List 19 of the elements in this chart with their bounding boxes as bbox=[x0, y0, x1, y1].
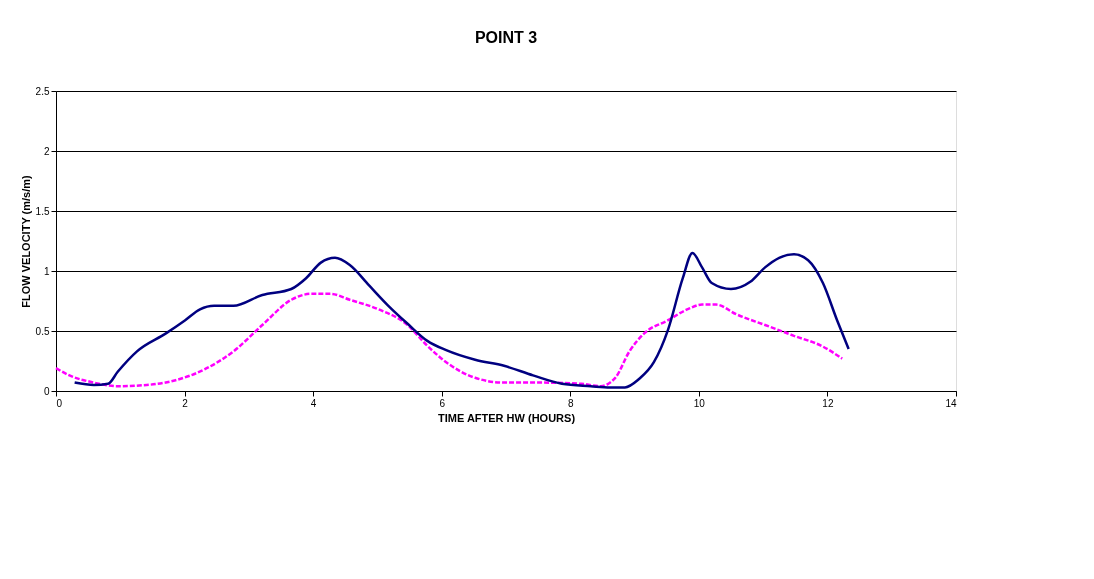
y-tick-label: 1.5 bbox=[35, 205, 50, 217]
y-tick-label: 0.5 bbox=[35, 325, 50, 337]
x-tick-label: 8 bbox=[568, 397, 574, 409]
y-tick-label: 2 bbox=[43, 145, 50, 157]
x-tick-label: 6 bbox=[439, 397, 446, 409]
line-series bbox=[54, 292, 844, 388]
x-tick-label: 12 bbox=[822, 397, 834, 409]
chart-title: POINT 3 bbox=[474, 29, 538, 46]
x-tick-label: 4 bbox=[310, 397, 317, 409]
line-series bbox=[73, 251, 850, 389]
x-tick-label: 2 bbox=[182, 397, 189, 409]
x-tick-label: 10 bbox=[693, 397, 706, 409]
y-tick-label: 0 bbox=[43, 385, 50, 397]
y-tick-label: 1 bbox=[43, 265, 50, 277]
x-tick-label: 14 bbox=[945, 397, 957, 409]
x-tick-label: 0 bbox=[56, 397, 63, 409]
x-axis-title: TIME AFTER HW (HOURS) bbox=[437, 411, 576, 424]
y-tick-label: 2.5 bbox=[35, 85, 50, 97]
y-axis-title: FLOW VELOCITY (m/s/m) bbox=[19, 174, 32, 308]
